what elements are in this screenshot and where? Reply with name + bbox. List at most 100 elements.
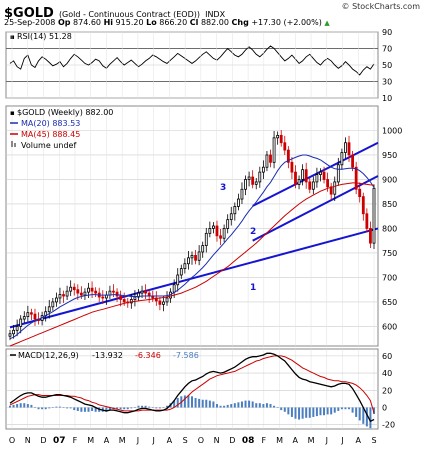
candle-body — [94, 290, 98, 294]
candle-body — [290, 161, 294, 173]
candle-body — [137, 292, 140, 298]
macd-histogram-bar — [158, 407, 161, 409]
price-tick-label: 600 — [382, 322, 397, 331]
ma20-line — [9, 154, 375, 340]
x-tick-label: A — [104, 436, 110, 445]
macd-histogram-bar — [262, 404, 265, 408]
candle-body — [51, 301, 55, 308]
macd-histogram-bar — [80, 407, 83, 412]
macd-histogram-bar — [337, 407, 340, 411]
macd-histogram-bar — [76, 407, 79, 411]
macd-histogram-bar — [166, 405, 169, 408]
macd-line — [9, 352, 375, 423]
macd-histogram-bar — [105, 407, 108, 412]
candle-body — [119, 295, 123, 300]
macd-histogram-bar — [12, 404, 15, 408]
price-tick-label: 800 — [382, 224, 397, 233]
price-tick-label: 900 — [382, 175, 397, 184]
volume-legend: Volume undef — [21, 141, 76, 150]
price-tick-label: 650 — [382, 298, 397, 307]
macd-histogram-bar — [351, 407, 354, 413]
macd-histogram-bar — [176, 398, 179, 408]
candle-body — [351, 154, 354, 168]
macd-histogram-bar — [91, 407, 94, 411]
x-tick-label: N — [25, 436, 31, 445]
candle-body — [272, 137, 276, 163]
high-value: 915.20 — [115, 18, 144, 27]
candle-body — [8, 333, 12, 337]
candle-body — [54, 297, 58, 303]
candle-body — [269, 154, 272, 163]
price-frame — [5, 105, 379, 347]
macd-histogram-bar — [73, 407, 76, 411]
low-value: 866.20 — [159, 18, 188, 27]
macd-histogram-bar — [37, 407, 40, 410]
macd-histogram-bar — [130, 407, 133, 409]
candle-body — [30, 312, 33, 315]
macd-histogram-bar — [273, 405, 276, 408]
trendline-label: 1 — [250, 283, 256, 293]
macd-histogram-bar — [155, 407, 158, 409]
macd-tick-label: -20 — [382, 421, 395, 430]
candle-body — [297, 179, 301, 185]
candle-body — [369, 228, 372, 244]
candle-body — [22, 316, 26, 320]
candle-body — [76, 289, 80, 294]
macd-histogram-bar — [87, 407, 90, 412]
candle-body — [294, 171, 297, 185]
candle-body — [179, 268, 183, 276]
signal-line — [9, 355, 375, 414]
rsi-tick-label: 50 — [382, 61, 392, 70]
x-tick-label: 08 — [242, 436, 255, 446]
candle-body — [183, 263, 187, 270]
macd-histogram-bar — [116, 407, 119, 410]
candle-body — [315, 174, 319, 183]
candle-body — [233, 206, 237, 215]
candle-body — [308, 181, 312, 190]
macd-histogram-bar — [16, 404, 19, 408]
x-tick-label: J — [151, 436, 154, 445]
candle-body — [222, 228, 226, 239]
candle-body — [165, 297, 169, 303]
macd-histogram-bar — [333, 407, 336, 413]
candle-body — [322, 171, 326, 180]
macd-histogram-bar — [23, 403, 26, 408]
macd-histogram-bar — [137, 405, 140, 408]
candle-body — [333, 181, 337, 195]
macd-histogram-bar — [83, 407, 86, 412]
macd-histogram-bar — [44, 407, 47, 410]
candle-body — [194, 254, 197, 261]
macd-histogram-bar — [215, 404, 218, 408]
candle-body — [65, 290, 69, 297]
candle-body — [144, 290, 148, 294]
macd-histogram-bar — [191, 396, 193, 408]
candle-body — [258, 171, 262, 183]
brand-credit: © StockCharts.com — [341, 2, 420, 11]
macd-histogram-bar — [369, 407, 372, 429]
x-tick-label: D — [40, 436, 46, 445]
candle-body — [33, 313, 37, 320]
candle-body — [172, 284, 176, 293]
macd-histogram-bar — [9, 405, 11, 408]
rsi-tick-label: 30 — [382, 78, 392, 87]
macd-histogram-bar — [355, 407, 358, 417]
macd-histogram-bar — [51, 407, 54, 408]
price-tick-label: 950 — [382, 151, 397, 160]
macd-histogram-bar — [323, 407, 326, 416]
macd-histogram-bar — [230, 404, 233, 408]
macd-histogram-bar — [244, 400, 247, 408]
macd-histogram-bar — [26, 404, 29, 408]
volume-icon — [11, 141, 13, 147]
rsi-tick-label: 70 — [382, 45, 392, 54]
candle-body — [115, 291, 119, 297]
x-tick-label: S — [371, 436, 376, 445]
rsi-line — [9, 45, 375, 76]
candle-body — [26, 312, 30, 318]
candle-body — [276, 134, 280, 139]
candle-body — [319, 171, 322, 175]
volume-icon — [14, 143, 16, 147]
candle-body — [190, 254, 194, 259]
macd-histogram-bar — [194, 398, 197, 408]
candle-body — [236, 198, 240, 207]
macd-histogram-bar — [298, 407, 301, 420]
